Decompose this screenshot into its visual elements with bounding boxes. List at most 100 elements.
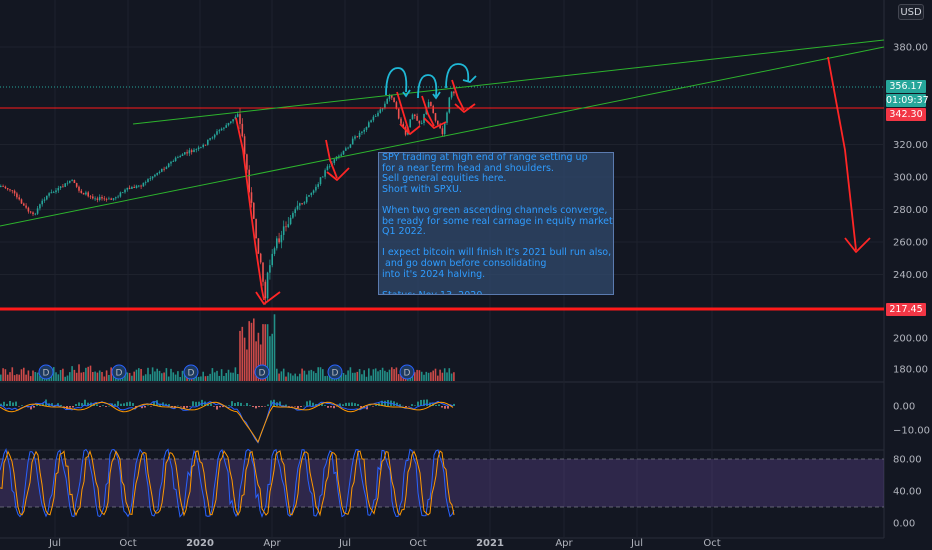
macd-histogram-bar: [168, 404, 170, 406]
macd-histogram-bar: [72, 406, 74, 408]
candle-body: [255, 218, 257, 239]
candle-body: [20, 199, 23, 204]
volume-bar: [294, 373, 296, 381]
candle-body: [142, 182, 145, 187]
candle-body: [115, 197, 117, 199]
volume-bar: [39, 375, 41, 381]
candle-body: [246, 154, 248, 170]
candle-body: [98, 197, 101, 200]
x-tick-label: Jul: [48, 538, 61, 549]
stoch-tick-label: 0.00: [893, 519, 915, 530]
candle-body: [188, 150, 191, 154]
candle-body: [356, 136, 359, 138]
volume-bar: [144, 374, 147, 381]
x-tick-label: Jul: [338, 538, 351, 549]
volume-bar: [82, 372, 85, 381]
candle-body: [368, 122, 370, 128]
macd-histogram-bar: [270, 400, 272, 406]
volume-bar: [239, 330, 241, 381]
macd-histogram-bar: [123, 403, 125, 406]
macd-histogram-bar: [210, 403, 212, 406]
macd-histogram-bar: [42, 403, 44, 406]
candle-body: [324, 170, 326, 177]
volume-bar: [372, 369, 375, 381]
candle-body: [151, 176, 154, 179]
candle-body: [193, 149, 195, 153]
macd-histogram-bar: [306, 401, 308, 406]
volume-bar: [278, 373, 280, 381]
macd-histogram-bar: [369, 405, 371, 406]
candle-body: [190, 150, 193, 153]
candle-body: [333, 159, 336, 163]
volume-bar: [248, 321, 250, 381]
volume-bar: [223, 375, 225, 381]
volume-bar: [4, 369, 7, 381]
volume-bar: [6, 374, 9, 381]
volume-bar: [324, 376, 326, 381]
macd-histogram-bar: [336, 406, 338, 407]
macd-histogram-bar: [417, 401, 419, 406]
macd-histogram-bar: [360, 406, 362, 408]
candle-body: [432, 106, 434, 114]
candle-body: [340, 154, 342, 156]
volume-bar: [377, 371, 379, 381]
macd-histogram-bar: [222, 406, 224, 408]
macd-histogram-bar: [243, 405, 245, 407]
candle-body: [411, 114, 414, 120]
macd-histogram-bar: [402, 405, 404, 407]
stoch-d-line: [0, 449, 455, 517]
volume-bar: [0, 374, 2, 381]
volume-tick-label: 180.00: [893, 365, 928, 376]
candle-body: [273, 248, 276, 254]
macd-tick-label: −10.00: [893, 426, 930, 437]
candle-body: [395, 102, 398, 109]
candle-body: [138, 185, 140, 187]
macd-histogram-bar: [324, 405, 326, 406]
x-tick-label: 2021: [476, 538, 504, 549]
x-tick-label: Jul: [630, 538, 643, 549]
candle-body: [94, 198, 96, 200]
candle-body: [361, 131, 363, 133]
volume-bar: [209, 373, 211, 381]
volume-bar: [414, 372, 416, 381]
candle-body: [363, 129, 365, 132]
volume-bar: [437, 375, 439, 381]
candle-body: [140, 185, 142, 187]
volume-bar: [167, 376, 170, 381]
macd-histogram-bar: [255, 406, 257, 409]
volume-bar: [216, 370, 218, 381]
candle-body: [41, 200, 43, 205]
candle-body: [13, 190, 16, 194]
volume-bar: [443, 368, 446, 381]
currency-button[interactable]: USD: [898, 4, 924, 20]
candle-body: [427, 102, 430, 108]
volume-bar: [213, 372, 216, 381]
volume-bar: [110, 367, 112, 381]
candle-body: [282, 226, 285, 235]
macd-histogram-bar: [294, 406, 296, 407]
volume-bar: [259, 344, 262, 381]
volume-bar: [18, 374, 20, 381]
macd-histogram-bar: [396, 402, 398, 406]
macd-histogram-bar: [186, 406, 188, 408]
volume-bar: [287, 372, 290, 381]
volume-bar: [80, 372, 83, 381]
volume-bar: [71, 366, 73, 381]
macd-histogram-bar: [348, 402, 350, 406]
price-tick-label: 240.00: [893, 270, 928, 281]
macd-histogram-bar: [180, 406, 182, 407]
volume-bar: [181, 370, 184, 381]
macd-histogram-bar: [279, 401, 281, 406]
dividend-marker: [327, 364, 343, 380]
candle-body: [181, 154, 184, 157]
candle-body: [126, 187, 129, 190]
x-tick-label: Apr: [555, 538, 573, 549]
upper-trendline: [132, 39, 885, 125]
volume-bar: [64, 376, 66, 381]
last-price-badge: 356.17: [886, 80, 926, 93]
macd-histogram-bar: [423, 399, 425, 406]
hs-left-arrow: [396, 91, 410, 133]
macd-histogram-bar: [333, 406, 335, 409]
x-axis: Jul Oct 2020 Apr Jul Oct 2021 Apr Jul Oct: [48, 538, 721, 549]
candle-body: [404, 127, 407, 135]
